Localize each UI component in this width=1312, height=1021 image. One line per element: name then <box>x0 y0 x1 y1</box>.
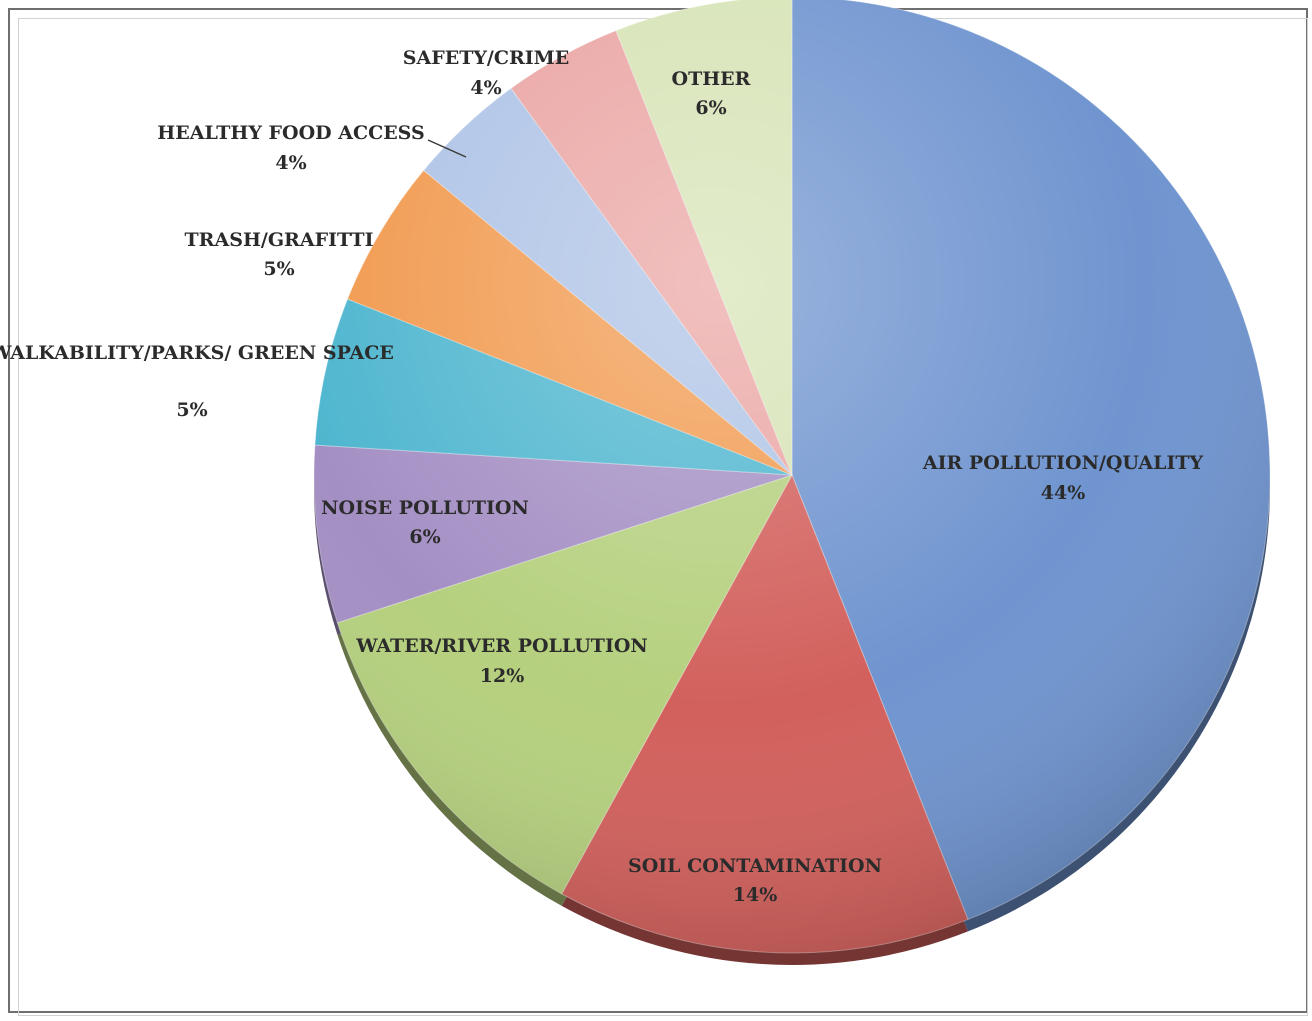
slice-value-label: 4% <box>275 152 306 174</box>
leader-line-healthy-food-access <box>427 139 467 158</box>
slice-label-walkability: WALKABILITY/PARKS/ GREEN SPACE 5% <box>0 342 394 421</box>
slice-label-other: OTHER 6% <box>672 68 751 119</box>
slice-value-label: 4% <box>470 77 501 99</box>
pie-slices <box>313 0 1271 954</box>
slice-label-text: OTHER <box>672 68 751 90</box>
slice-label-soil-contamination: SOIL CONTAMINATION 14% <box>628 855 882 906</box>
slice-label-text: SOIL CONTAMINATION <box>628 855 882 877</box>
slice-label-text: AIR POLLUTION/QUALITY <box>922 452 1204 474</box>
slice-label-water-river-pollution: WATER/RIVER POLLUTION 12% <box>355 635 648 687</box>
slice-label-safety-crime: SAFETY/CRIME 4% <box>403 47 569 99</box>
slice-label-text: WALKABILITY/PARKS/ GREEN SPACE <box>0 342 394 364</box>
slice-label-text: SAFETY/CRIME <box>403 47 569 69</box>
slice-value-label: 5% <box>176 399 207 421</box>
slice-value-label: 6% <box>409 526 440 548</box>
slice-label-trash-grafitti: TRASH/GRAFITTI 5% <box>185 229 374 280</box>
slice-label-healthy-food-access: HEALTHY FOOD ACCESS 4% <box>157 122 424 174</box>
slice-label-noise-pollution: NOISE POLLUTION 6% <box>321 497 529 548</box>
slice-value-label: 14% <box>733 884 778 906</box>
slice-label-text: HEALTHY FOOD ACCESS <box>157 122 424 144</box>
slice-value-label: 44% <box>1041 482 1086 504</box>
slice-label-text: WATER/RIVER POLLUTION <box>355 635 648 657</box>
slice-label-air-pollution: AIR POLLUTION/QUALITY 44% <box>922 452 1204 504</box>
slice-label-text: NOISE POLLUTION <box>321 497 529 519</box>
slice-value-label: 12% <box>480 665 525 687</box>
slice-label-text: TRASH/GRAFITTI <box>185 229 374 251</box>
slice-value-label: 5% <box>263 258 294 280</box>
slice-value-label: 6% <box>695 97 726 119</box>
